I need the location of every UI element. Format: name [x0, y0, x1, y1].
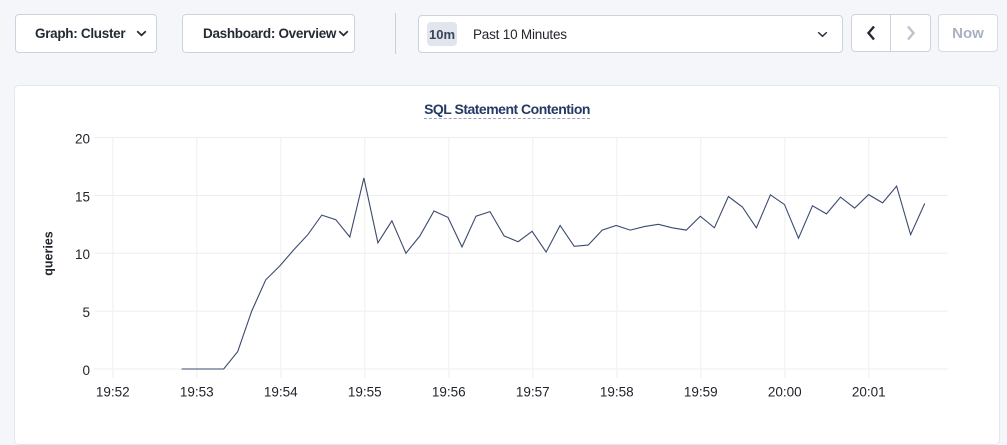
svg-text:19:53: 19:53 [180, 385, 214, 400]
svg-text:10: 10 [75, 247, 90, 262]
svg-text:19:52: 19:52 [96, 385, 130, 400]
svg-text:5: 5 [82, 305, 90, 320]
svg-text:19:57: 19:57 [516, 385, 550, 400]
svg-text:19:55: 19:55 [348, 385, 382, 400]
svg-text:20:01: 20:01 [852, 385, 886, 400]
svg-text:19:59: 19:59 [684, 385, 718, 400]
svg-text:20: 20 [75, 132, 90, 147]
svg-text:queries: queries [42, 231, 56, 276]
svg-text:0: 0 [82, 363, 90, 378]
svg-text:19:54: 19:54 [264, 385, 298, 400]
svg-text:19:58: 19:58 [600, 385, 634, 400]
svg-text:15: 15 [75, 189, 90, 204]
svg-text:20:00: 20:00 [768, 385, 802, 400]
svg-text:19:56: 19:56 [432, 385, 466, 400]
